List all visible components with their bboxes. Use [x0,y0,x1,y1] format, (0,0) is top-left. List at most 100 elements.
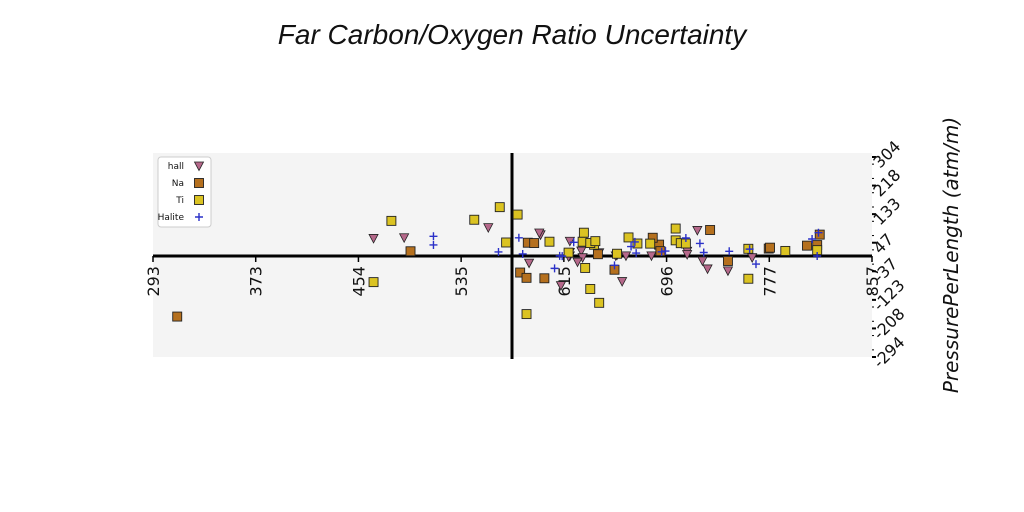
point-ti [670,223,681,234]
y-tick-label: -294 [869,333,908,372]
point-halite [558,252,567,261]
point-na [529,238,540,249]
point-halite [814,228,823,237]
point-na [521,272,532,283]
point-ti [612,248,622,259]
legend-marker-ti [194,195,204,205]
point-hall [646,251,657,262]
y-tick-label: -208 [869,304,908,343]
point-hall [368,234,379,244]
point-hall [722,266,734,277]
point-halite [745,245,754,254]
point-hall [483,223,494,233]
point-ti [521,309,532,320]
point-ti [623,232,634,243]
x-tick-label: 696 [658,266,677,297]
legend-label: hall [168,162,184,172]
point-ti [563,247,574,258]
data-points [172,202,825,322]
point-halite [494,247,503,256]
point-ti [580,262,591,273]
legend: hall Na Ti Halite [157,156,212,228]
point-ti [512,209,523,220]
point-hall [564,236,576,247]
legend-marker-na [194,178,204,188]
point-halite [632,249,641,258]
x-tick-label: 535 [452,266,471,297]
legend-marker-halite [195,213,203,221]
point-ti [645,238,656,249]
point-halite [657,247,666,256]
point-ti [780,245,791,256]
legend-box [157,156,212,228]
point-ti [386,215,397,226]
point-hall [697,256,708,267]
point-ti [632,238,643,249]
point-hall [398,233,410,244]
y-tick-label: 218 [869,165,904,200]
point-halite [808,235,817,244]
x-tick-label: 777 [760,266,779,297]
point-na [172,311,183,322]
x-ticks: 293373454535615696777857 [144,256,882,297]
point-na [515,267,526,278]
point-halite [695,239,704,248]
point-hall [555,281,567,291]
point-halite [429,240,438,249]
point-hall [534,228,545,239]
point-hall [692,226,703,236]
point-hall [576,246,587,257]
point-hall [681,250,693,260]
point-halite [751,260,760,269]
y-tick-label: 47 [869,230,897,258]
point-na [592,249,603,260]
series-ti [368,202,823,320]
point-ti [544,236,555,247]
point-na [722,256,733,266]
x-tick-label: 373 [247,266,266,297]
legend-label: Halite [158,213,185,223]
point-ti [585,284,596,294]
y-tick-label: 304 [869,137,904,172]
point-halite [725,247,734,256]
point-na [539,273,550,284]
point-ti [743,273,754,284]
chart-title: Far Carbon/Oxygen Ratio Uncertainty [278,19,748,50]
point-halite [661,247,670,256]
point-ti [368,277,379,288]
y-axis-label: PressurePerLength (atm/m) [939,117,963,393]
legend-label: Ti [175,196,184,206]
point-hall [523,258,535,269]
point-hall [616,277,628,287]
point-halite [630,237,639,246]
point-halite [429,232,438,241]
point-halite [681,233,690,242]
point-hall [572,257,583,268]
y-tick-label: 133 [869,194,904,229]
legend-label: Na [172,179,184,189]
point-ti [578,227,589,238]
x-tick-label: 857 [863,266,882,297]
point-ti [590,236,601,247]
point-halite [550,264,559,273]
x-tick-label: 293 [144,266,163,297]
point-halite [699,248,708,257]
x-tick-label: 454 [349,266,368,297]
point-hall [620,251,632,262]
point-ti [469,214,480,225]
series-halite [429,228,823,273]
point-halite [813,252,822,260]
point-na [405,246,416,257]
point-ti [494,202,505,213]
legend-marker-hall [193,161,205,172]
point-na [814,229,825,240]
point-halite [627,242,636,251]
point-na [705,225,716,235]
point-na [802,240,812,251]
point-ti [501,237,512,248]
point-halite [518,249,527,258]
point-ti [594,297,605,308]
